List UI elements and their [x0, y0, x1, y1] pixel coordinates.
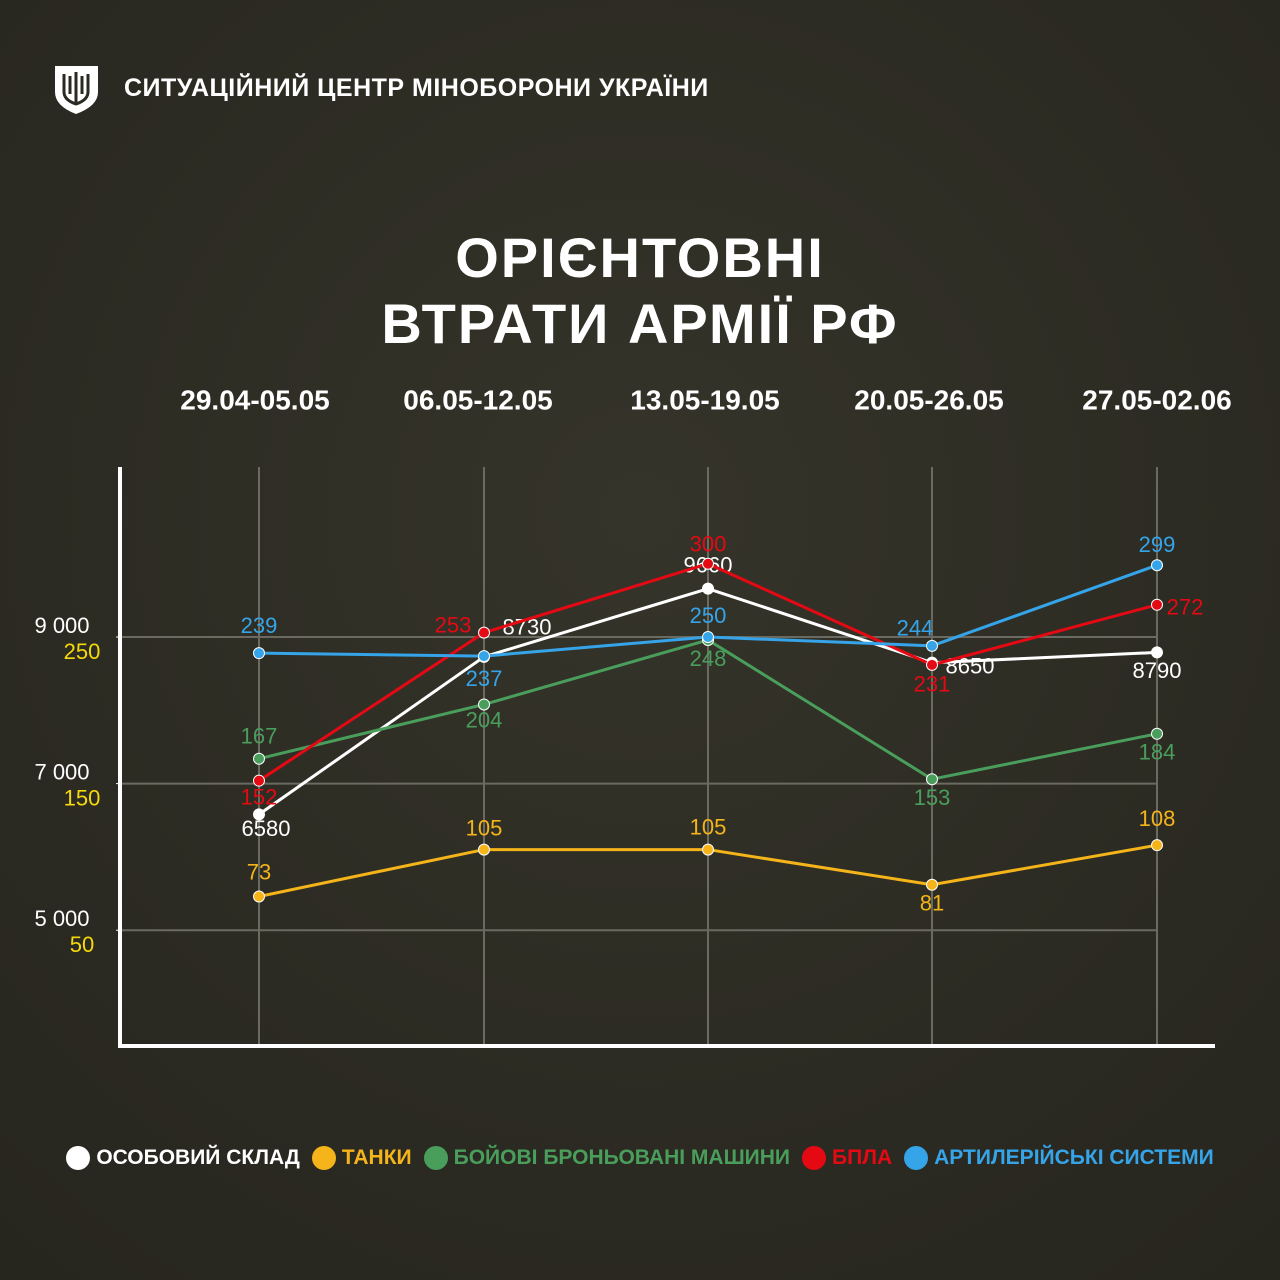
org-name: СИТУАЦІЙНИЙ ЦЕНТР МІНОБОРОНИ УКРАЇНИ — [124, 74, 709, 102]
data-point — [253, 808, 265, 821]
data-point — [702, 631, 714, 644]
logo-trident — [62, 72, 90, 106]
data-label: 231 — [914, 672, 951, 697]
data-point — [702, 557, 714, 570]
legend-label: БПЛА — [832, 1146, 893, 1169]
data-point — [478, 843, 490, 856]
legend-swatch — [311, 1146, 336, 1170]
data-point — [1151, 559, 1163, 572]
data-point — [253, 890, 265, 903]
data-label: 272 — [1167, 595, 1204, 620]
data-point — [1151, 839, 1163, 852]
x-tick-label: 29.04-05.05 — [180, 384, 329, 415]
data-label: 250 — [690, 603, 727, 628]
data-label: 204 — [466, 707, 503, 732]
data-label: 237 — [466, 666, 503, 691]
data-label: 152 — [241, 784, 278, 809]
data-label: 73 — [247, 859, 271, 884]
legend-item: АРТИЛЕРІЙСЬКІ СИСТЕМИ — [904, 1146, 1214, 1170]
data-label: 167 — [241, 724, 278, 749]
data-point — [926, 658, 938, 671]
data-point — [253, 774, 265, 787]
data-label: 105 — [466, 815, 503, 840]
legend: ОСОБОВИЙ СКЛАД ТАНКИ БОЙОВІ БРОНЬОВАНІ МАШ… — [0, 1146, 1280, 1170]
data-point — [926, 878, 938, 891]
data-label: 8790 — [1133, 658, 1182, 683]
legend-item: БПЛА — [802, 1146, 892, 1170]
y2-tick-label: 50 — [70, 932, 94, 957]
data-label: 153 — [914, 785, 951, 810]
data-label: 244 — [897, 616, 934, 641]
data-label: 81 — [920, 891, 944, 916]
data-point — [1151, 727, 1163, 740]
data-label: 239 — [241, 613, 278, 638]
data-label: 6580 — [242, 816, 291, 841]
data-label: 8650 — [946, 653, 995, 678]
data-point — [478, 650, 490, 663]
legend-label: ОСОБОВИЙ СКЛАД — [96, 1146, 300, 1169]
legend-swatch — [802, 1146, 827, 1170]
data-point — [1151, 646, 1163, 659]
data-point — [926, 639, 938, 652]
y-tick-label: 7 000 — [34, 759, 89, 784]
y2-tick-label: 250 — [64, 639, 101, 664]
legend-label: ТАНКИ — [341, 1146, 412, 1169]
legend-item: ОСОБОВИЙ СКЛАД — [66, 1146, 300, 1170]
chart-title: ОРІЄНТОВНІ ВТРАТИ АРМІЇ РФ — [381, 226, 899, 355]
data-point — [253, 647, 265, 660]
x-tick-label: 27.05-02.06 — [1082, 384, 1231, 415]
data-point — [253, 752, 265, 765]
data-point — [702, 582, 714, 595]
legend-swatch — [904, 1146, 929, 1170]
legend-item: БОЙОВІ БРОНЬОВАНІ МАШИНИ — [423, 1146, 791, 1170]
x-tick-label: 06.05-12.05 — [403, 384, 552, 415]
y-tick-label: 9 000 — [34, 613, 89, 638]
legend-item: ТАНКИ — [311, 1146, 412, 1170]
legend-swatch — [66, 1146, 91, 1170]
legend-label: АРТИЛЕРІЙСЬКІ СИСТЕМИ — [934, 1146, 1214, 1169]
y-tick-label: 5 000 — [34, 906, 89, 931]
x-tick-label: 13.05-19.05 — [630, 384, 779, 415]
data-point — [478, 626, 490, 639]
y2-tick-label: 150 — [64, 785, 101, 810]
data-label: 184 — [1139, 740, 1176, 765]
data-label: 248 — [690, 646, 727, 671]
data-point — [1151, 598, 1163, 611]
data-label: 300 — [690, 532, 727, 557]
legend-label: БОЙОВІ БРОНЬОВАНІ МАШИНИ — [453, 1146, 791, 1169]
data-point — [926, 773, 938, 786]
data-label: 108 — [1139, 806, 1176, 831]
x-tick-label: 20.05-26.05 — [854, 384, 1003, 415]
legend-swatch — [423, 1146, 448, 1170]
data-label: 253 — [435, 612, 472, 637]
data-point — [702, 843, 714, 856]
data-label: 105 — [690, 814, 727, 839]
data-point — [478, 698, 490, 711]
data-label: 299 — [1139, 532, 1176, 557]
